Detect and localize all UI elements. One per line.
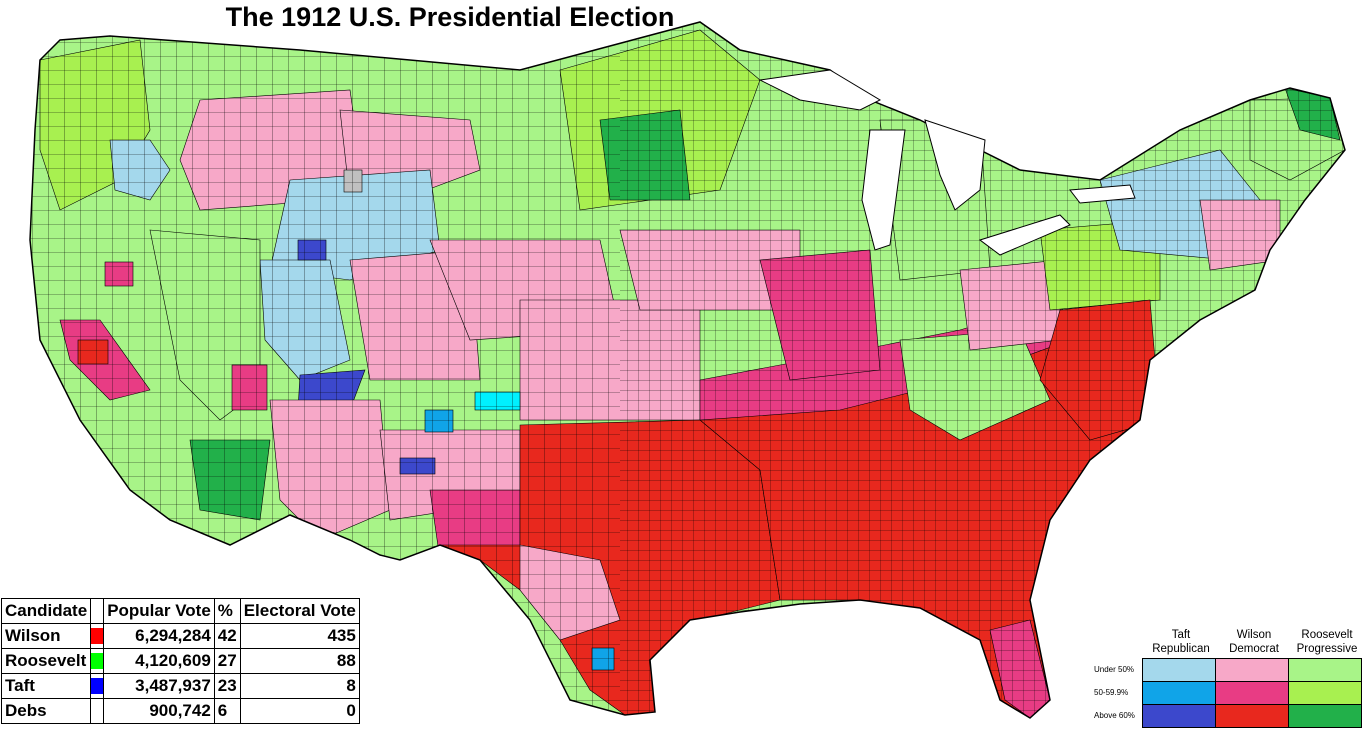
legend-swatch-wilson-under-50	[1215, 658, 1289, 682]
table-row: Taft 3,487,937 23 8	[0, 673, 360, 699]
legend-header-line: Wilson	[1236, 629, 1272, 641]
lake-erie	[978, 214, 1071, 256]
results-header-row: Candidate Popular Vote % Electoral Vote	[0, 598, 360, 624]
legend-swatch-roosevelt-above-60	[1288, 704, 1362, 728]
popular-vote: 900,742	[103, 698, 215, 724]
lake-superior	[758, 69, 882, 111]
legend-row-label: Under 50%	[1094, 665, 1135, 674]
legend-swatch-taft-above-60	[1142, 704, 1216, 728]
legend-row-label: Above 60%	[1094, 711, 1135, 720]
legend-header-line: Republican	[1152, 643, 1210, 655]
candidate-color-swatch	[91, 678, 104, 694]
candidate-name: Debs	[0, 698, 92, 724]
header-electoral-vote: Electoral Vote	[239, 598, 360, 624]
legend-swatch-roosevelt-50-60	[1288, 681, 1362, 705]
table-row: Roosevelt 4,120,609 27 88	[0, 648, 360, 674]
lake-michigan	[861, 129, 906, 251]
color-legend: Taft Republican Wilson Democrat Roosevel…	[1094, 628, 1362, 728]
header-percent: %	[213, 598, 241, 624]
candidate-color-swatch	[91, 703, 104, 719]
header-candidate: Candidate	[0, 598, 92, 624]
candidate-name: Roosevelt	[0, 648, 92, 674]
lake-ontario	[1069, 184, 1136, 204]
candidate-name: Taft	[0, 673, 92, 699]
vote-percent: 23	[213, 673, 241, 699]
county-lines-east	[620, 22, 1345, 718]
header-popular-vote: Popular Vote	[103, 598, 215, 624]
legend-header-line: Progressive	[1296, 643, 1358, 655]
legend-swatch-wilson-above-60	[1215, 704, 1289, 728]
popular-vote: 4,120,609	[103, 648, 215, 674]
vote-percent: 42	[213, 623, 241, 649]
table-row: Wilson 6,294,284 42 435	[0, 623, 360, 649]
results-table: Candidate Popular Vote % Electoral Vote …	[0, 598, 360, 724]
legend-swatch-wilson-50-60	[1215, 681, 1289, 705]
popular-vote: 6,294,284	[103, 623, 215, 649]
candidate-color-swatch	[91, 653, 104, 669]
legend-header-line: Democrat	[1229, 643, 1279, 655]
legend-swatch-taft-50-60	[1142, 681, 1216, 705]
legend-header-line: Taft	[1171, 629, 1191, 641]
electoral-vote: 0	[239, 698, 360, 724]
legend-swatch-roosevelt-under-50	[1288, 658, 1362, 682]
electoral-vote: 435	[239, 623, 360, 649]
vote-percent: 27	[213, 648, 241, 674]
electoral-vote: 88	[239, 648, 360, 674]
candidate-color-swatch	[91, 628, 104, 644]
legend-header-roosevelt: Roosevelt Progressive	[1290, 628, 1364, 656]
electoral-vote: 8	[239, 673, 360, 699]
header-swatch	[90, 598, 105, 624]
lake-huron	[924, 119, 986, 211]
table-row: Debs 900,742 6 0	[0, 698, 360, 724]
popular-vote: 3,487,937	[103, 673, 215, 699]
legend-header-line: Roosevelt	[1301, 629, 1353, 641]
legend-row-label: 50-59.9%	[1094, 688, 1129, 697]
legend-header-wilson: Wilson Democrat	[1217, 628, 1291, 656]
vote-percent: 6	[213, 698, 241, 724]
legend-swatch-taft-under-50	[1142, 658, 1216, 682]
map-title: The 1912 U.S. Presidential Election	[225, 2, 675, 32]
legend-header-taft: Taft Republican	[1144, 628, 1218, 656]
candidate-name: Wilson	[0, 623, 92, 649]
